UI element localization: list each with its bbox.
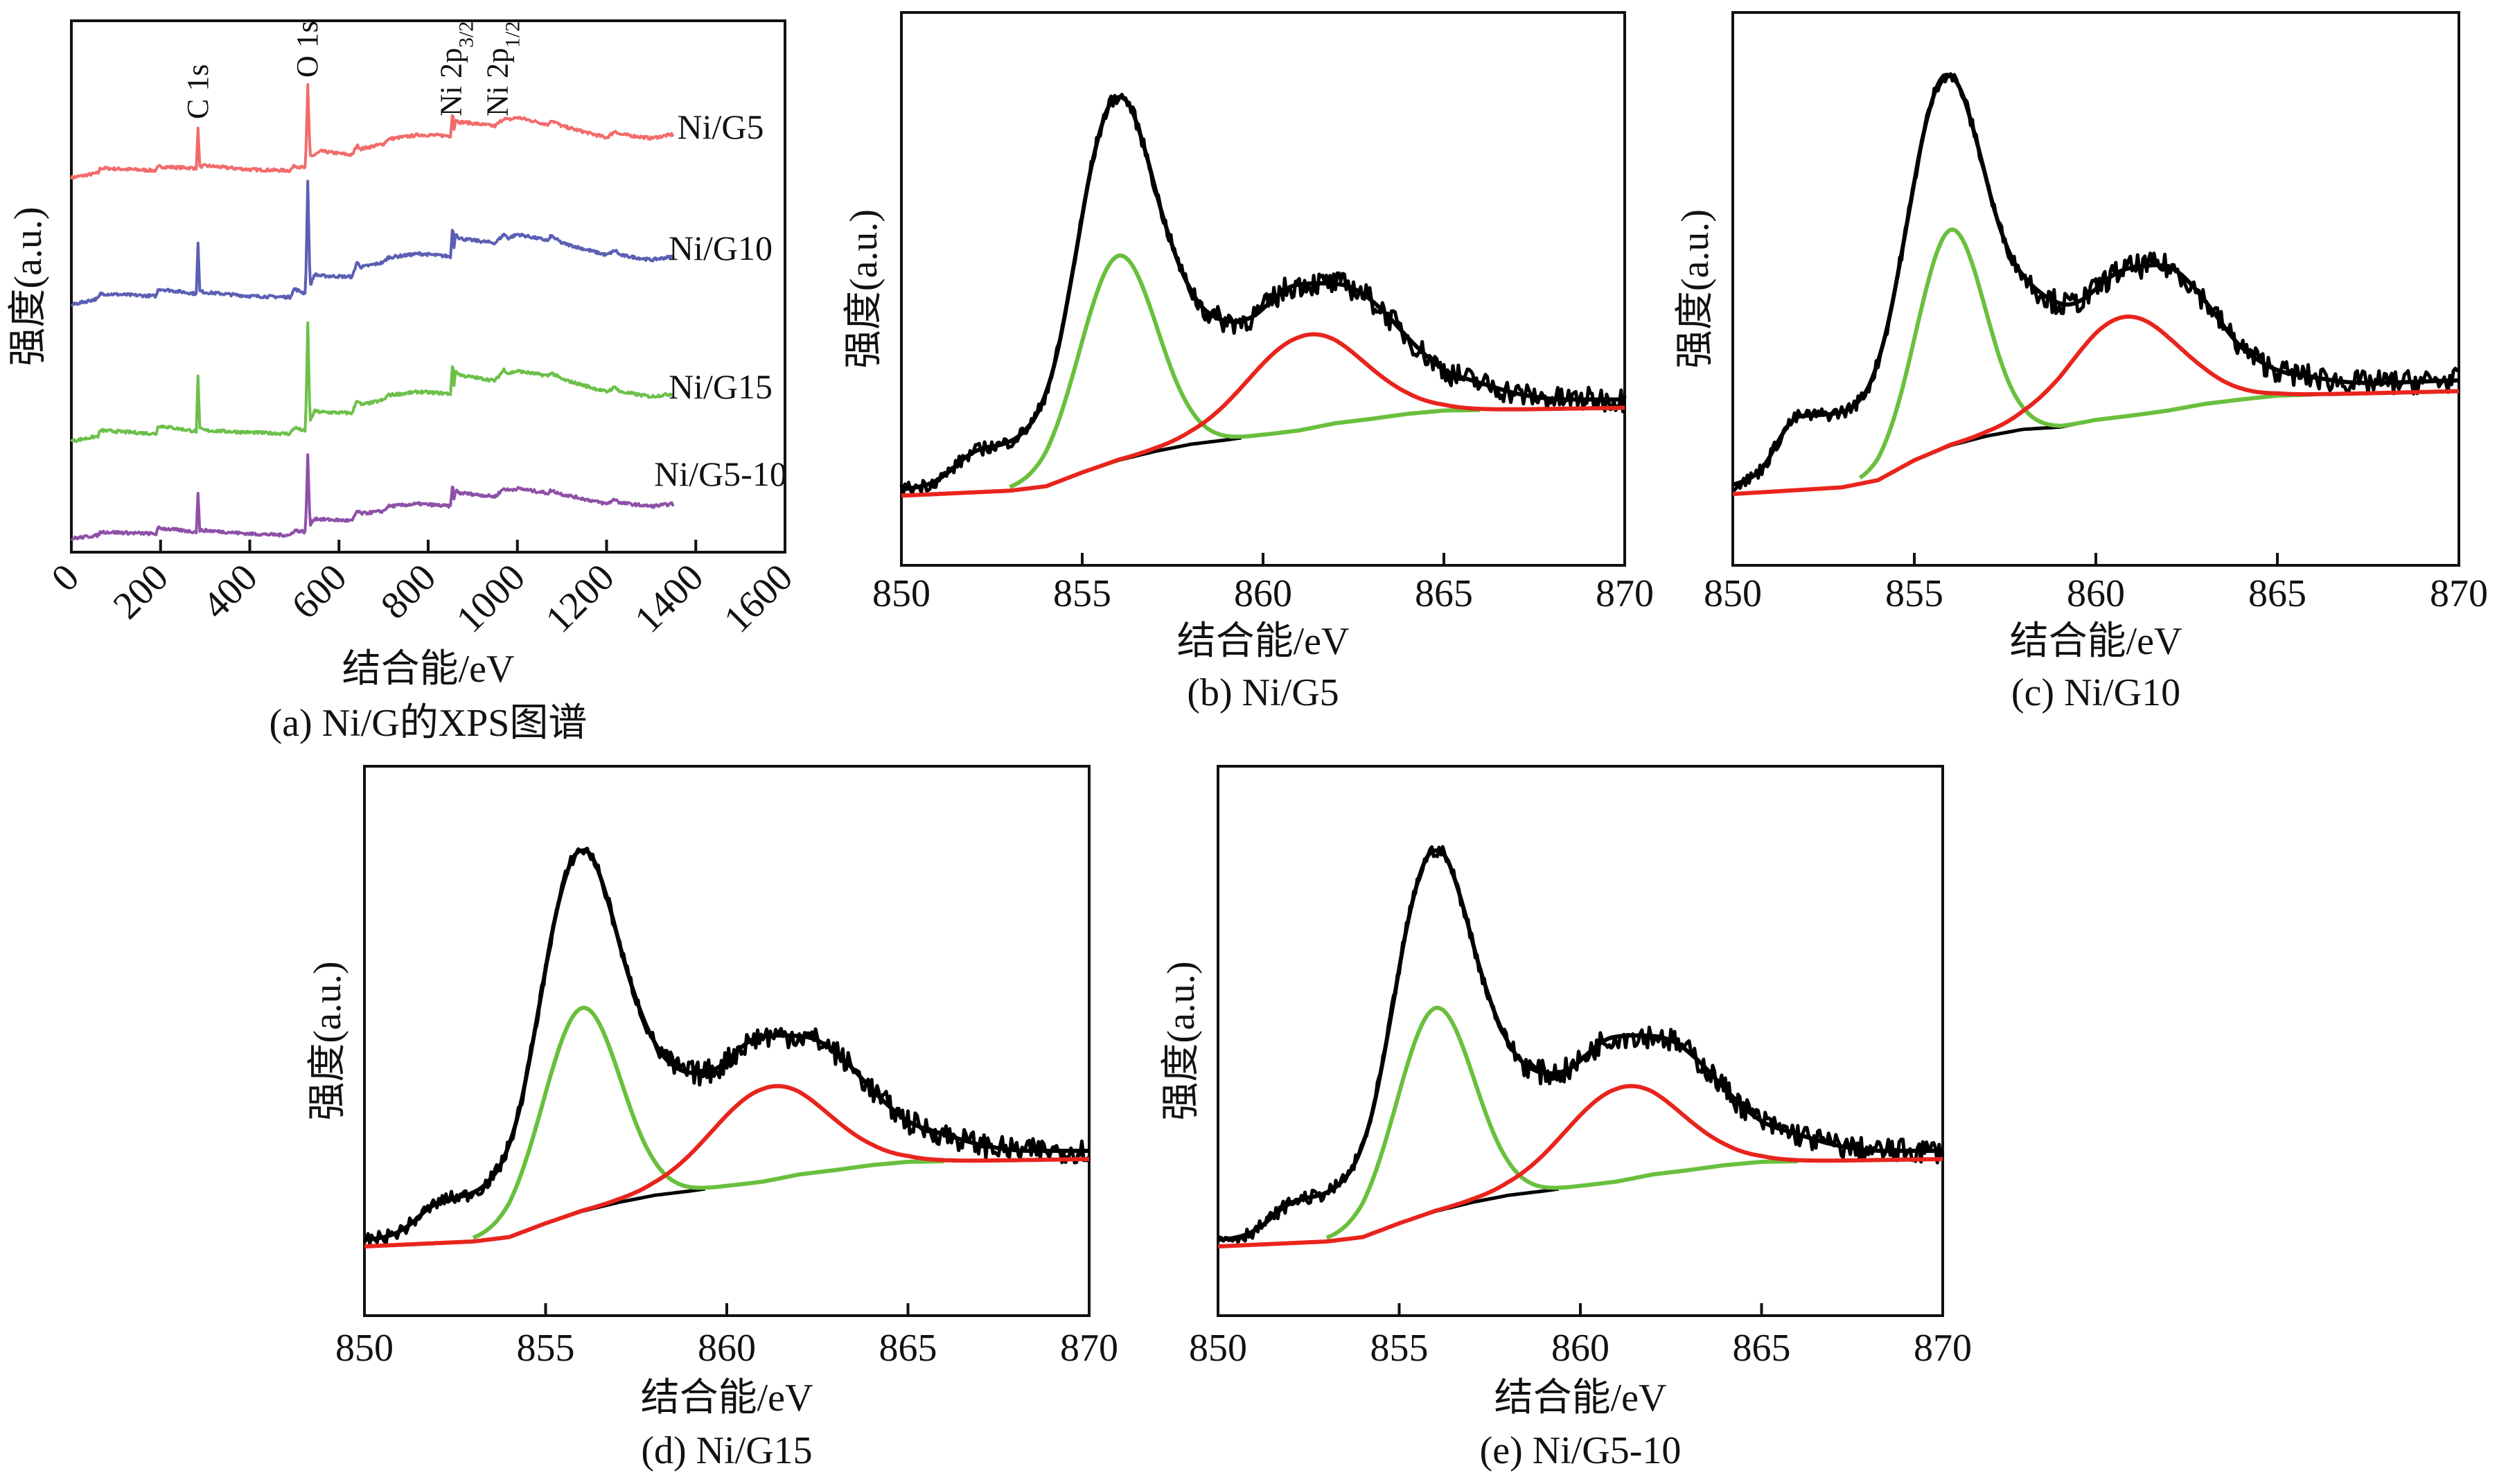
fitted-envelope-line xyxy=(901,95,1625,491)
x-tick-label: 400 xyxy=(194,556,265,627)
panel-a: 0 200 400 600 800 1000 1200 1400 1600 结合能/eV 强度(a.… xyxy=(7,19,801,745)
fitted-envelope-line xyxy=(1732,72,2459,487)
x-tick-label: 850 xyxy=(1189,1327,1247,1370)
x-tick-label: 0 xyxy=(44,556,88,600)
series-line-ni-g10 xyxy=(70,179,675,306)
x-tick-label: 865 xyxy=(879,1327,937,1370)
series-label: Ni/G15 xyxy=(669,367,773,406)
x-tick-label: 1600 xyxy=(716,556,801,641)
raw-spectrum-line xyxy=(1731,72,2460,493)
x-tick-label: 870 xyxy=(1596,572,1654,615)
panel-d: 850 855 860 865 870 结合能/eV 强度(a.u.) (d) Ni/G15 xyxy=(306,765,1118,1472)
panel-e: 850 855 860 865 870 结合能/eV 强度(a.u.) (e) Ni/G5-1… xyxy=(1160,765,1972,1472)
x-tick-label: 855 xyxy=(1370,1327,1429,1370)
peak-annotation: C 1s xyxy=(181,64,215,119)
x-tick-label: 860 xyxy=(698,1327,756,1370)
raw-spectrum-line xyxy=(1217,845,1945,1244)
x-tick-label: 1000 xyxy=(448,556,533,641)
component-peak-green xyxy=(1325,1005,1798,1240)
x-tick-label: 855 xyxy=(517,1327,575,1370)
plot-frame xyxy=(900,11,1626,567)
series-line-ni-g5 xyxy=(70,83,675,180)
peak-annotation: O 1s xyxy=(290,21,324,78)
x-tick-label: 800 xyxy=(373,556,444,627)
x-tick-label: 870 xyxy=(1060,1327,1118,1370)
component-peak-red xyxy=(1217,1084,1943,1249)
x-axis-label: 结合能/eV xyxy=(2010,620,2182,663)
x-axis-label: 结合能/eV xyxy=(1494,1377,1667,1420)
x-tick-label: 1200 xyxy=(538,556,623,641)
peak-annotation-text: Ni 2p xyxy=(480,48,514,116)
x-tick-label: 855 xyxy=(1053,572,1111,615)
panel-caption: (a) Ni/G的XPS图谱 xyxy=(270,702,588,745)
panel-caption: (b) Ni/G5 xyxy=(1187,671,1339,714)
y-axis-label: 强度(a.u.) xyxy=(306,961,349,1120)
peak-annotation: Ni 2p3/2 xyxy=(434,21,477,116)
y-axis-label: 强度(a.u.) xyxy=(1674,209,1717,369)
x-axis-label: 结合能/eV xyxy=(641,1377,813,1420)
x-tick-label: 860 xyxy=(2067,572,2125,615)
peak-annotation-subscript: 1/2 xyxy=(501,21,524,48)
series-label: Ni/G5 xyxy=(678,107,764,146)
peak-annotation: Ni 2p1/2 xyxy=(480,21,524,116)
x-tick-label: 865 xyxy=(2248,572,2306,615)
component-peak-green xyxy=(1858,227,2314,480)
x-axis-label: 结合能/eV xyxy=(342,648,515,691)
series-line-ni-g5-10 xyxy=(70,453,675,541)
series-line-ni-g15 xyxy=(70,321,675,443)
x-tick-label: 850 xyxy=(335,1327,394,1370)
y-axis-label: 强度(a.u.) xyxy=(7,206,50,366)
series-label: Ni/G5-10 xyxy=(654,454,787,493)
peak-annotation-text: Ni 2p xyxy=(434,48,468,116)
component-peak-green xyxy=(472,1005,944,1240)
panel-c: 850 855 860 865 870 结合能/eV 强度(a.u.) (c) Ni/G10 xyxy=(1674,11,2488,714)
x-tick-label: 600 xyxy=(283,556,355,627)
x-tick-label: 865 xyxy=(1733,1327,1791,1370)
x-tick-label: 200 xyxy=(105,556,177,627)
fitted-envelope-line xyxy=(1217,848,1943,1242)
series-label: Ni/G10 xyxy=(669,229,773,267)
component-peak-red xyxy=(364,1084,1089,1249)
y-axis-label: 强度(a.u.) xyxy=(842,209,885,369)
x-tick-label: 855 xyxy=(1885,572,1943,615)
x-tick-label: 850 xyxy=(872,572,930,615)
y-axis-label: 强度(a.u.) xyxy=(1160,961,1203,1120)
x-tick-label: 860 xyxy=(1551,1327,1609,1370)
peak-annotation-subscript: 3/2 xyxy=(455,21,477,48)
x-tick-label: 860 xyxy=(1234,572,1292,615)
fitted-envelope-line xyxy=(364,848,1089,1242)
raw-spectrum-line xyxy=(899,92,1627,496)
panel-caption: (c) Ni/G10 xyxy=(2011,671,2180,714)
component-peak-green xyxy=(1009,253,1481,489)
panel-caption: (d) Ni/G15 xyxy=(641,1429,812,1472)
plot-frame xyxy=(1217,765,1944,1317)
component-peak-red xyxy=(901,332,1625,498)
plot-frame xyxy=(363,765,1091,1317)
component-peak-red xyxy=(1732,314,2460,497)
x-tick-label: 865 xyxy=(1415,572,1473,615)
x-axis-label: 结合能/eV xyxy=(1177,620,1350,663)
panel-b: 850 855 860 865 870 结合能/eV 强度(a.u.) (b) Ni/G5 xyxy=(842,11,1654,714)
peak-annotation-text: O 1s xyxy=(290,21,324,78)
x-tick-label: 850 xyxy=(1704,572,1762,615)
panel-caption: (e) Ni/G5-10 xyxy=(1480,1429,1682,1472)
peak-annotation-text: C 1s xyxy=(181,64,215,119)
x-tick-label: 1400 xyxy=(626,556,712,641)
x-tick-label: 870 xyxy=(2430,572,2488,615)
x-tick-label: 870 xyxy=(1914,1327,1972,1370)
